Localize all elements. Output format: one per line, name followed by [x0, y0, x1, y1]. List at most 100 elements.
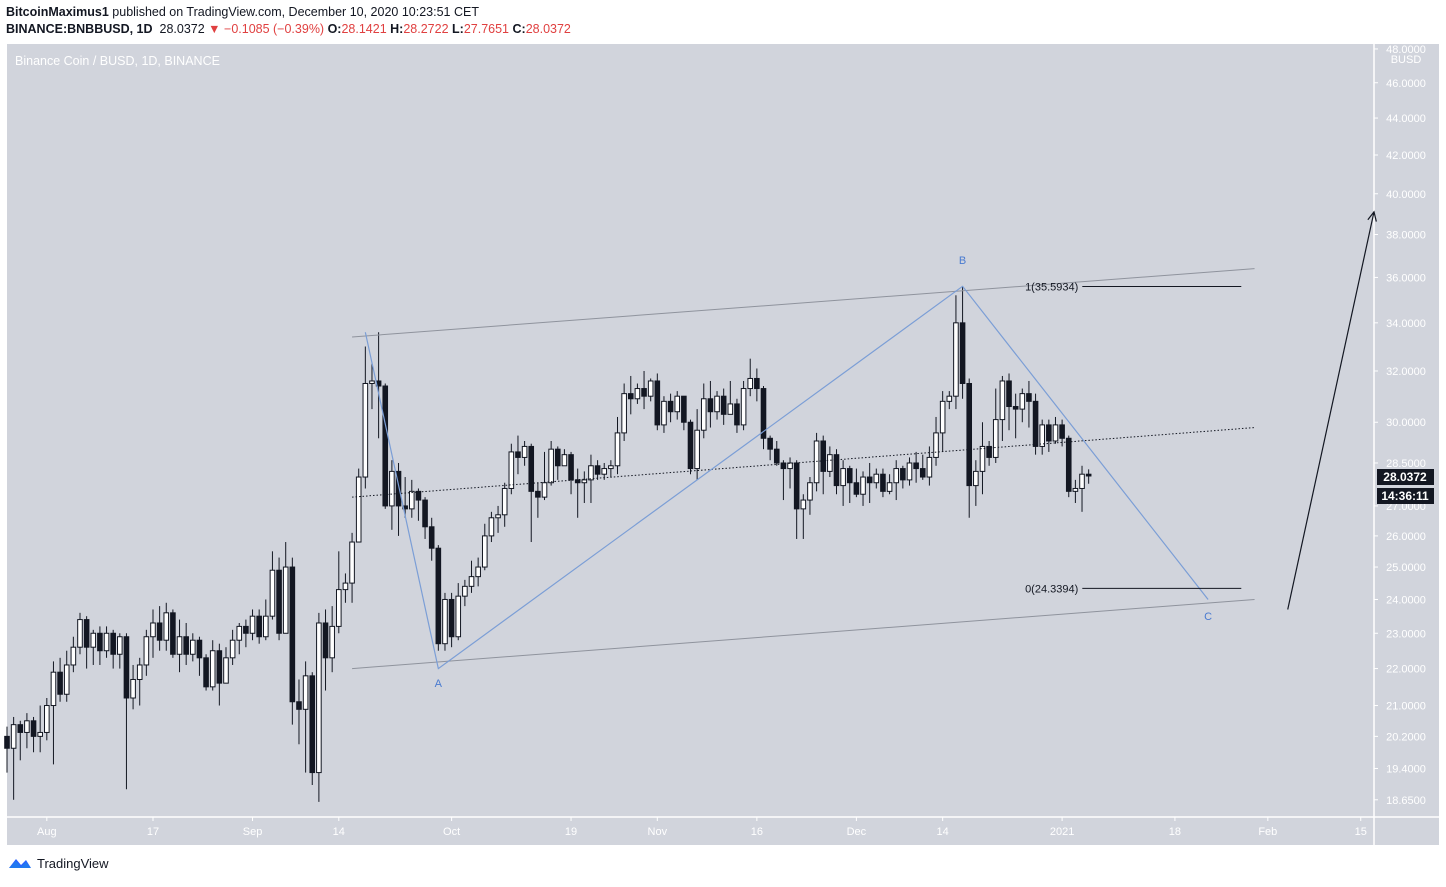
- candle-body: [236, 625, 243, 641]
- candle-body: [1026, 393, 1032, 402]
- candle-body: [727, 403, 734, 415]
- candle-body: [966, 382, 973, 487]
- candle-body: [130, 678, 136, 699]
- candle-body: [44, 705, 50, 733]
- candle-body: [906, 462, 913, 481]
- candle-body: [800, 499, 807, 510]
- time-axis[interactable]: [7, 817, 1439, 845]
- candle-body: [880, 473, 886, 492]
- countdown-tag: 14:36:11: [1377, 488, 1434, 504]
- x-tick-label: 15: [1355, 826, 1367, 838]
- y-tick-label: 48.0000: [1386, 44, 1426, 56]
- x-axis-ticks: Aug 17 Sep 14 Oct 19 Nov 16 Dec 14 2021 18 Feb 15: [37, 817, 1367, 838]
- candle-body: [601, 468, 608, 475]
- x-tick-label: 14: [333, 826, 345, 838]
- candle-body: [674, 395, 681, 413]
- x-tick-label: 2021: [1050, 826, 1074, 838]
- candle-body: [243, 625, 249, 634]
- high-label: H:: [390, 22, 404, 36]
- y-tick-label: 22.0000: [1386, 664, 1426, 676]
- x-tick-label: 18: [1169, 826, 1181, 838]
- candle-body: [395, 470, 402, 507]
- drawings: A B C 1(35.5934) 0(24.3394): [352, 210, 1377, 690]
- candle-body: [442, 598, 448, 645]
- candle-body: [535, 490, 541, 498]
- candle-body: [63, 664, 70, 695]
- candle-body: [415, 490, 422, 501]
- candle-body: [700, 398, 707, 431]
- candle-body: [999, 380, 1006, 421]
- candle-body: [926, 456, 933, 478]
- candle-body: [760, 388, 767, 439]
- candle-body: [654, 380, 661, 426]
- candle-body: [833, 454, 840, 487]
- channel-middle-line: [352, 427, 1255, 498]
- candle-body: [349, 541, 355, 584]
- candle-body: [408, 490, 415, 510]
- candle-body: [196, 639, 203, 659]
- candle-body: [919, 468, 926, 478]
- candle-body: [979, 445, 986, 472]
- candle-body: [740, 388, 747, 426]
- candle-body: [422, 499, 428, 528]
- candle-body: [150, 622, 156, 638]
- candle-body: [369, 380, 375, 384]
- low-label: L:: [452, 22, 464, 36]
- candle-body: [627, 393, 634, 400]
- candle-body: [1059, 424, 1065, 439]
- last-price: 28.0372: [159, 22, 205, 36]
- tradingview-logo-icon[interactable]: [8, 856, 32, 870]
- candle-body: [488, 517, 495, 537]
- candle-body: [256, 615, 262, 638]
- candle-body: [362, 382, 369, 478]
- candle-body: [946, 395, 953, 402]
- candle-body: [661, 400, 667, 426]
- y-tick-label: 25.0000: [1386, 562, 1426, 574]
- candle-body: [614, 432, 621, 467]
- y-tick-label: 23.0000: [1386, 628, 1426, 640]
- fib-level-label: 1(35.5934): [1025, 281, 1078, 293]
- countdown-label: 14:36:11: [1381, 489, 1429, 503]
- candle-body: [1079, 473, 1085, 489]
- x-tick-label: 17: [147, 826, 159, 838]
- abc-wave-line: [364, 285, 1209, 670]
- candle-body: [1012, 406, 1019, 410]
- channel-upper-line: [352, 268, 1255, 338]
- author-name[interactable]: BitcoinMaximus1: [6, 5, 109, 19]
- candle-body: [714, 395, 720, 413]
- candle-body: [667, 400, 674, 413]
- candle-body: [541, 482, 548, 498]
- candle-body: [263, 615, 269, 638]
- open-label: O:: [327, 22, 342, 36]
- candle-body: [455, 595, 462, 638]
- candle-body: [846, 468, 853, 484]
- candle-body: [1039, 424, 1046, 447]
- candle-body: [827, 454, 833, 472]
- chart-title: Binance Coin / BUSD, 1D, BINANCE: [15, 54, 220, 68]
- candle-body: [561, 454, 568, 467]
- candle-body: [163, 612, 170, 641]
- candle-body: [734, 403, 740, 426]
- candle-body: [1006, 380, 1012, 408]
- candle-body: [548, 448, 554, 484]
- chart-header: BitcoinMaximus1 published on TradingView…: [6, 4, 1436, 40]
- candle-body: [866, 476, 873, 484]
- candle-body: [754, 377, 760, 390]
- candle-body: [462, 585, 468, 597]
- candle-body: [316, 622, 322, 774]
- y-tick-label: 18.6500: [1386, 795, 1426, 807]
- candle-body: [269, 569, 276, 617]
- footer-brand[interactable]: TradingView: [37, 855, 109, 871]
- candle-body: [720, 395, 727, 415]
- ohlc-line: BINANCE:BNBBUSD, 1D 28.0372 ▼ −0.1085 (−…: [6, 21, 1436, 38]
- candle-body: [973, 470, 979, 487]
- candle-body: [694, 429, 700, 470]
- candle-body: [209, 650, 216, 688]
- price-axis[interactable]: [1374, 44, 1439, 817]
- y-tick-label: 36.0000: [1386, 272, 1426, 284]
- high-value: 28.2722: [403, 22, 449, 36]
- y-tick-label: 40.0000: [1386, 189, 1426, 201]
- candle-body: [37, 731, 43, 737]
